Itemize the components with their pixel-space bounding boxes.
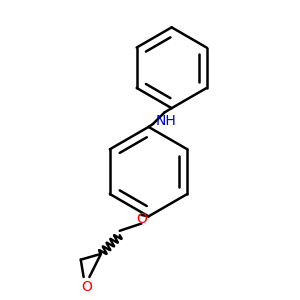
Text: O: O [81,280,92,294]
Text: O: O [136,212,147,226]
Text: NH: NH [155,114,176,128]
